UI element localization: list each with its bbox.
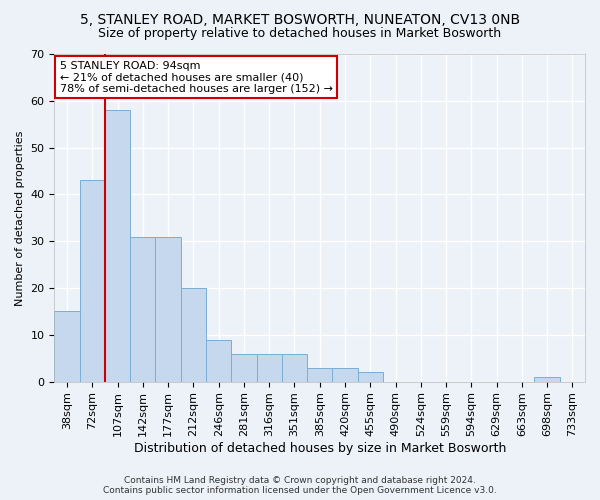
Text: Size of property relative to detached houses in Market Bosworth: Size of property relative to detached ho… [98,28,502,40]
Bar [80,180,105,382]
Bar [358,372,383,382]
Bar [257,354,282,382]
Text: Contains HM Land Registry data © Crown copyright and database right 2024.
Contai: Contains HM Land Registry data © Crown c… [103,476,497,495]
Bar [105,110,130,382]
Bar [535,377,560,382]
Bar [55,312,80,382]
Bar [307,368,332,382]
Y-axis label: Number of detached properties: Number of detached properties [15,130,25,306]
Bar [155,236,181,382]
Bar [206,340,231,382]
Text: 5 STANLEY ROAD: 94sqm
← 21% of detached houses are smaller (40)
78% of semi-deta: 5 STANLEY ROAD: 94sqm ← 21% of detached … [60,60,333,94]
Bar [181,288,206,382]
Bar [282,354,307,382]
Bar [130,236,155,382]
Bar [231,354,257,382]
X-axis label: Distribution of detached houses by size in Market Bosworth: Distribution of detached houses by size … [134,442,506,455]
Text: 5, STANLEY ROAD, MARKET BOSWORTH, NUNEATON, CV13 0NB: 5, STANLEY ROAD, MARKET BOSWORTH, NUNEAT… [80,12,520,26]
Bar [332,368,358,382]
